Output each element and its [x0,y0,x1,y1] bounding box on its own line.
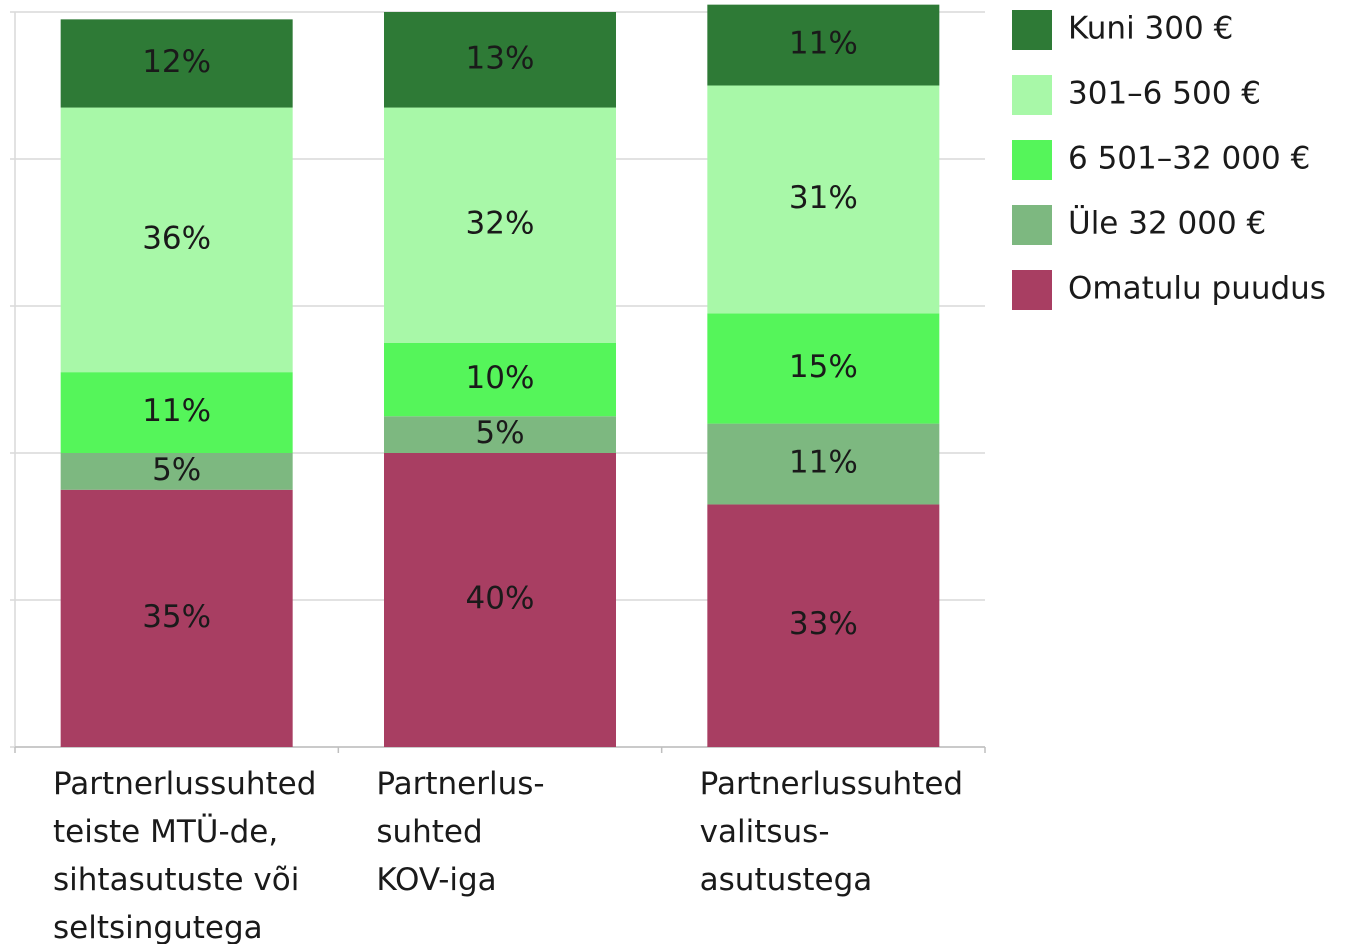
legend-label: Üle 32 000 € [1068,205,1266,242]
legend-label: 301–6 500 € [1068,76,1261,112]
data-label: 11% [142,393,211,429]
bar-segment [384,342,616,417]
bar-segment [60,489,293,747]
data-label: 5% [475,415,524,451]
x-tick-label: Partnerlussuhted [53,766,316,802]
data-label: 31% [789,180,858,216]
data-label: 35% [142,599,211,635]
data-label: 10% [466,360,535,396]
bar-segment [384,453,616,747]
bar-segment [707,85,940,314]
data-label: 32% [466,206,535,242]
data-label: 5% [152,452,201,488]
x-tick-label: teiste MTÜ-de, [53,813,278,850]
bar-segment [707,423,940,505]
data-label: 36% [142,220,211,256]
data-label: 11% [789,26,858,62]
x-tick-label: KOV-iga [376,862,496,898]
x-tick-label: Partnerlussuhted [700,766,963,802]
data-label: 12% [142,44,211,80]
bar-segment [707,4,940,86]
legend-swatch [1012,270,1052,310]
legend-label: 6 501–32 000 € [1068,141,1310,177]
x-tick-label: sihtasutuste või [53,862,299,898]
data-label: 13% [466,40,535,76]
data-label: 40% [466,581,535,617]
legend-swatch [1012,10,1052,50]
bar-segment [384,12,616,108]
bar-segment [60,453,293,490]
bar-segment [60,19,293,108]
x-tick-label: valitsus- [700,814,830,850]
bar-segment [707,504,940,747]
bar-segment [707,313,940,424]
x-tick-label: Partnerlus- [376,766,544,802]
bar-segment [60,107,293,373]
legend-label: Omatulu puudus [1068,271,1326,307]
legend-label: Kuni 300 € [1068,11,1233,47]
bar-segment [60,372,293,453]
data-label: 15% [789,349,858,385]
x-tick-label: seltsingutega [53,910,263,944]
x-tick-label: asutustega [700,862,873,898]
bar-segment [384,416,616,453]
bar-segment [384,107,616,343]
data-label: 11% [789,445,858,481]
legend-swatch [1012,75,1052,115]
legend-swatch [1012,140,1052,180]
x-tick-label: suhted [376,814,482,850]
legend-swatch [1012,205,1052,245]
data-label: 33% [789,606,858,642]
